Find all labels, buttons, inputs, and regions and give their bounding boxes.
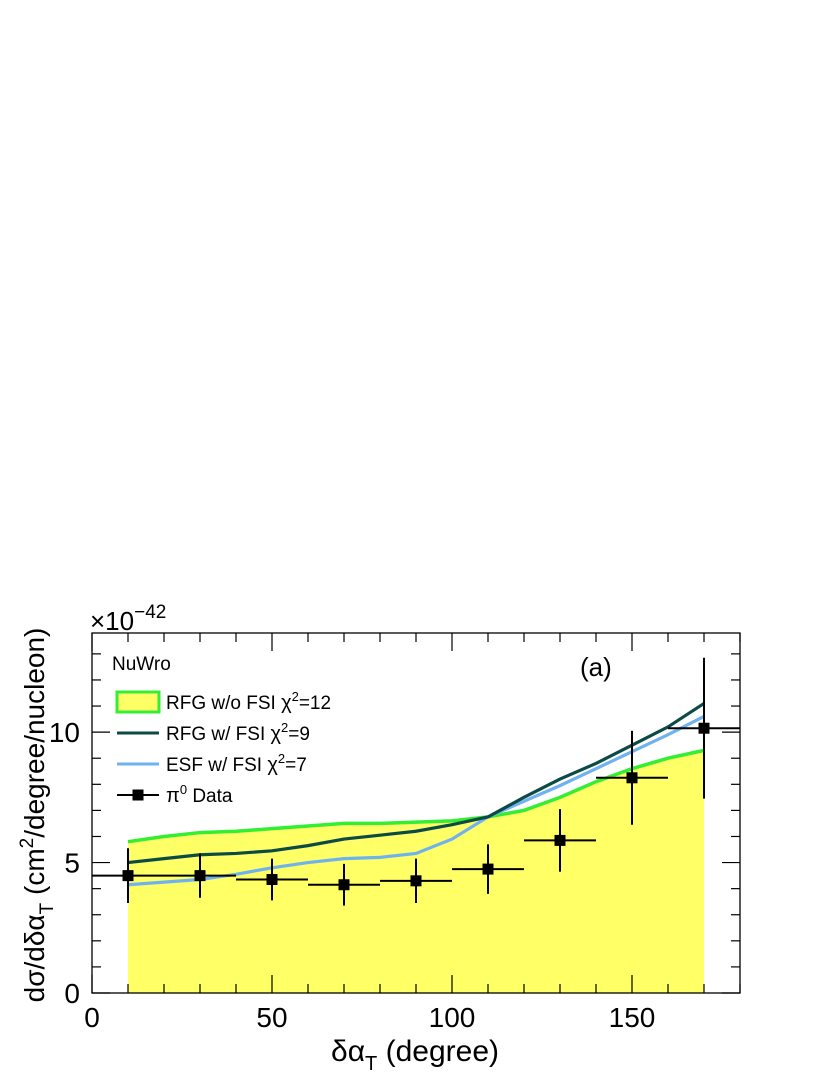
legend-label-chi-sup: 2 xyxy=(292,689,299,704)
legend-label-chi: χ xyxy=(271,723,282,745)
legend-label-rfg-wo-fsi: RFG w/o FSI χ2=12 xyxy=(166,689,331,714)
x-axis-label-main: δα xyxy=(331,1035,365,1068)
legend-title: NuWro xyxy=(112,654,171,675)
data-point-marker xyxy=(266,874,278,886)
data-point-marker xyxy=(554,834,566,846)
y-axis-label-post: /degree/nucleon) xyxy=(19,628,50,838)
y-axis-label-sup: 2 xyxy=(17,838,38,849)
y-tick-label: 10 xyxy=(49,717,80,748)
data-point xyxy=(668,657,740,799)
legend-label-chi-value: =12 xyxy=(299,693,331,714)
y-tick-label: 0 xyxy=(64,978,80,1009)
line-rfg-w-fsi xyxy=(127,702,705,865)
x-tick-label: 50 xyxy=(256,1002,287,1033)
data-point-marker xyxy=(122,870,134,882)
plot-area xyxy=(92,657,740,993)
legend-label-data-pi: π xyxy=(166,785,180,807)
x-axis-label: δαT (degree) xyxy=(331,1035,499,1075)
y-multiplier-base: ×10 xyxy=(90,606,134,636)
data-point-marker xyxy=(338,879,350,891)
y-axis-label-pre: dσ/dδα xyxy=(19,914,50,1002)
data-point-marker xyxy=(482,863,494,875)
legend-label-name: RFG w/o FSI xyxy=(166,693,281,714)
data-point xyxy=(596,730,668,825)
panel-label: (a) xyxy=(580,652,612,682)
data-point xyxy=(524,809,596,872)
legend-label-name: RFG w/ FSI xyxy=(166,724,271,745)
legend-label-esf-w-fsi: ESF w/ FSI χ2=7 xyxy=(166,751,307,776)
legend-label-chi: χ xyxy=(267,754,278,776)
axis-ticks: 0 50 100 150 0 5 10 xyxy=(49,633,741,1033)
legend-label-chi-value: =7 xyxy=(285,755,307,776)
legend-label-chi-sup: 2 xyxy=(278,751,285,766)
x-tick-label: 100 xyxy=(429,1002,476,1033)
data-point-marker xyxy=(698,722,710,734)
x-tick-label: 0 xyxy=(84,1002,100,1033)
legend-label-chi-sup: 2 xyxy=(281,720,288,735)
data-point-marker xyxy=(194,870,206,882)
legend-label-rfg-w-fsi: RFG w/ FSI χ2=9 xyxy=(166,720,310,745)
data-point xyxy=(380,858,452,903)
data-point xyxy=(236,858,308,901)
y-axis-label-mid: (cm xyxy=(19,848,50,902)
x-tick-label: 150 xyxy=(609,1002,656,1033)
legend-label-chi-value: =9 xyxy=(288,724,310,745)
y-axis-label-sub: T xyxy=(37,902,58,914)
y-multiplier: ×10−42 xyxy=(90,602,166,636)
legend-label-name: ESF w/ FSI xyxy=(166,755,267,776)
legend-swatch-data-marker xyxy=(132,789,144,801)
data-point xyxy=(308,863,380,906)
legend-swatch-rfg-wo-fsi xyxy=(115,690,161,714)
y-axis-label: dσ/dδαT (cm2/degree/nucleon) xyxy=(17,628,58,1003)
x-axis-label-sub: T xyxy=(365,1053,377,1075)
data-point xyxy=(92,848,164,903)
legend-label-data-sup: 0 xyxy=(180,782,187,797)
legend-label-chi: χ xyxy=(281,692,292,714)
y-tick-label: 5 xyxy=(64,848,80,879)
data-point-marker xyxy=(626,772,638,784)
legend-label-data-suffix: Data xyxy=(187,786,233,807)
x-axis-label-unit: (degree) xyxy=(377,1035,499,1068)
data-point xyxy=(164,853,236,898)
legend-label-data: π0 Data xyxy=(166,782,233,807)
y-multiplier-exponent: −42 xyxy=(134,602,166,623)
data-point xyxy=(452,844,524,894)
data-point-marker xyxy=(410,875,422,887)
